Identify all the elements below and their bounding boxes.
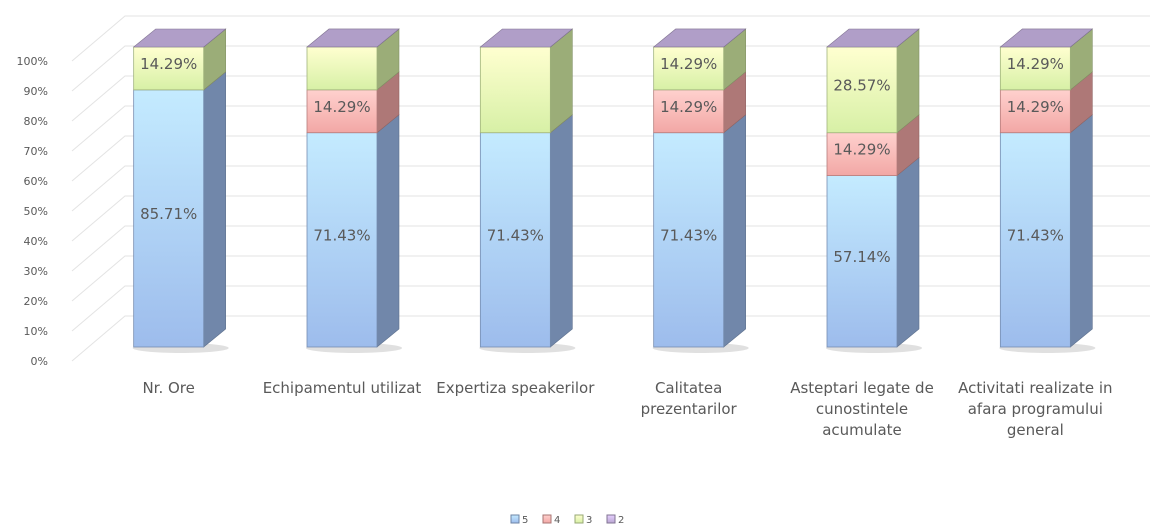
legend-swatch [606,514,616,524]
data-label: 14.29% [660,98,717,116]
bar-segment [653,28,746,91]
grid-line [71,255,1150,302]
bar-front [306,89,378,134]
data-label: 71.43% [1007,226,1064,244]
x-tick-label: Asteptari legate de cunostintele acumula… [790,379,934,439]
grid-line [71,135,1150,182]
legend-swatch [510,514,520,524]
data-label: 14.29% [1007,98,1064,116]
grid-line [71,225,1150,272]
bar-front [133,89,205,348]
y-tick-label: 50% [24,205,48,218]
data-label: 14.29% [833,141,890,159]
data-label: 28.57% [833,76,890,94]
bar-front [999,132,1071,348]
bar-segment [826,114,920,177]
grid-line [71,315,1150,362]
bar-side [723,114,746,348]
bar-front [826,175,898,348]
bar-segment [306,114,400,348]
data-label: 14.29% [313,98,370,116]
grid-line [71,195,1150,242]
bar-top [479,28,574,48]
bar-segment [133,71,226,348]
bar-segment [826,28,920,134]
y-tick-label: 10% [24,325,48,338]
data-label: 71.43% [660,226,717,244]
legend-label: 4 [554,515,560,526]
bar-segment [999,114,1093,348]
bar-front [653,46,725,91]
grid-line [71,45,1150,92]
grid-line [71,285,1150,332]
x-tick-label: Nr. Ore [142,379,195,397]
y-tick-label: 60% [24,175,48,188]
data-label: 57.14% [833,248,890,266]
bar-segment [652,28,747,48]
bar-top [652,28,747,48]
bar-side [550,114,573,348]
bar-top [826,28,920,48]
grid-line [71,165,1150,212]
bar-side [896,156,920,348]
y-tick-label: 100% [17,55,48,68]
bar-segment [826,28,920,48]
bar-segment [999,71,1093,134]
data-label: 14.29% [140,55,197,73]
grid-line [71,105,1150,152]
legend-label: 3 [586,515,592,526]
data-label: 71.43% [313,226,370,244]
y-tick-label: 70% [24,145,48,158]
bar-top [999,28,1094,48]
x-tick-label: Activitati realizate in afara programulu… [958,379,1113,439]
bar-segment [306,28,400,48]
bar-segment [479,28,573,134]
bar-segment [306,28,400,91]
x-tick-label: Echipamentul utilizat [262,379,422,397]
bar-side [1070,114,1093,348]
bar-front [306,132,378,348]
x-tick-label: Calitatea prezentarilor [640,379,737,418]
data-label: 14.29% [660,55,717,73]
grid-line [71,75,1150,122]
bar-front [306,46,378,91]
legend-label: 2 [618,515,624,526]
y-tick-label: 30% [24,265,48,278]
bar-segment [132,28,227,48]
y-tick-label: 40% [24,235,48,248]
bar-front [826,46,898,134]
y-tick-label: 20% [24,295,48,308]
bar-segment [479,28,574,48]
bar-segment [826,156,920,348]
data-label: 14.29% [1007,55,1064,73]
bar-top [306,28,400,48]
bar-segment [999,28,1094,48]
bar-side [376,114,400,348]
data-label: 71.43% [487,226,544,244]
bar-front [653,89,725,134]
bar-front [479,46,551,134]
bar-top [132,28,227,48]
y-tick-label: 90% [24,85,48,98]
bar-front [999,89,1071,134]
grid-line [71,15,1150,62]
data-label: 85.71% [140,205,197,223]
bar-side [203,71,226,348]
bar-front [653,132,725,348]
y-tick-label: 80% [24,115,48,128]
bar-segment [999,28,1093,91]
legend-swatch [542,514,552,524]
bar-segment [653,71,746,134]
legend-label: 5 [522,515,528,526]
y-tick-label: 0% [31,355,48,368]
legend-swatch [574,514,584,524]
x-tick-label: Expertiza speakerilor [436,379,595,397]
